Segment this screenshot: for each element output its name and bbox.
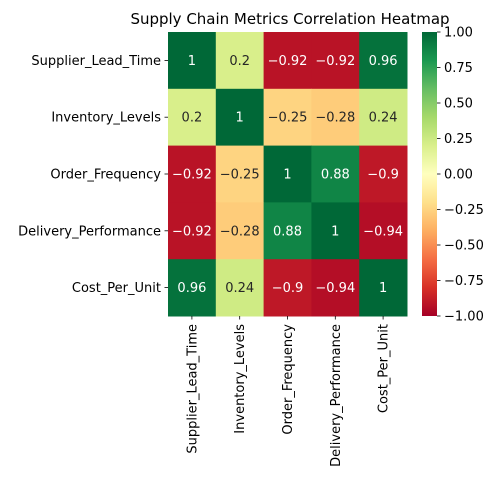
- heatmap-cell-4-1: [215, 259, 265, 317]
- heatmap-cell-2-1: [215, 145, 265, 203]
- heatmap-cell-0-4: [359, 32, 408, 90]
- cell-value-label: −0.28: [220, 224, 260, 239]
- colorbar: [422, 32, 437, 316]
- colorbar-tick-label: 0.75: [444, 61, 473, 76]
- cell-value-label: 0.2: [182, 111, 203, 126]
- heatmap-annotations: 1 0.2 −0.92 −0.92 0.96 0.2 1 −0.25 −0.28 0.24 −0.9…: [172, 54, 403, 296]
- heatmap-cell-4-2: [263, 259, 312, 317]
- cell-value-label: 0.88: [321, 168, 350, 183]
- cell-value-label: −0.25: [268, 111, 308, 126]
- heatmap-cell-0-1: [215, 32, 265, 90]
- heatmap-cell-3-4: [359, 202, 408, 260]
- heatmap-cell-4-3: [311, 259, 360, 317]
- cell-value-label: 0.88: [273, 224, 302, 239]
- heatmap-cell-0-3: [311, 32, 360, 90]
- cell-value-label: −0.9: [367, 168, 399, 183]
- column-label: Cost_Per_Unit: [377, 324, 392, 413]
- heatmap-cell-2-2: [263, 145, 312, 203]
- row-label: Cost_Per_Unit: [72, 281, 161, 296]
- heatmap-cell-1-4: [359, 88, 408, 147]
- row-label: Delivery_Performance: [18, 224, 161, 239]
- cell-value-label: 0.96: [177, 281, 206, 296]
- heatmap-cell-0-0: [168, 32, 217, 90]
- cell-value-label: 1: [331, 224, 339, 239]
- heatmap-cell-2-4: [359, 145, 408, 203]
- colorbar-tick-label: −0.75: [444, 274, 484, 289]
- heatmap-cell-4-4: [359, 259, 408, 317]
- cell-value-label: −0.28: [315, 111, 355, 126]
- column-label: Inventory_Levels: [233, 324, 248, 434]
- heatmap-cell-3-0: [168, 202, 217, 260]
- row-label: Supplier_Lead_Time: [31, 54, 161, 69]
- colorbar-gradient: [422, 32, 437, 316]
- column-label: Supplier_Lead_Time: [185, 324, 200, 454]
- cell-value-label: 1: [236, 111, 244, 126]
- heatmap-cell-2-0: [168, 145, 217, 203]
- row-labels: Supplier_Lead_Time Inventory_Levels Order_…: [18, 54, 168, 296]
- cell-value-label: −0.94: [315, 281, 355, 296]
- cell-value-label: 1: [379, 281, 387, 296]
- heatmap-cells: [168, 32, 408, 317]
- heatmap-cell-0-2: [263, 32, 312, 90]
- colorbar-tick-label: 1.00: [444, 26, 473, 41]
- heatmap-cell-2-3: [311, 145, 360, 203]
- cell-value-label: 0.24: [225, 281, 254, 296]
- cell-value-label: 0.24: [369, 111, 398, 126]
- cell-value-label: −0.92: [315, 54, 355, 69]
- heatmap-cell-4-0: [168, 259, 217, 317]
- heatmap-cell-1-3: [311, 88, 360, 147]
- heatmap-cell-1-2: [263, 88, 312, 147]
- colorbar-tick-label: 0.25: [444, 132, 473, 147]
- row-label: Order_Frequency: [50, 168, 161, 183]
- cell-value-label: −0.92: [172, 224, 212, 239]
- cell-value-label: −0.92: [172, 168, 212, 183]
- colorbar-tick-label: −1.00: [444, 310, 484, 325]
- heatmap-cell-1-0: [168, 88, 217, 147]
- cell-value-label: −0.92: [268, 54, 308, 69]
- heatmap-cell-1-1: [215, 88, 265, 147]
- column-label: Order_Frequency: [281, 324, 296, 435]
- cell-value-label: −0.25: [220, 168, 260, 183]
- cell-value-label: 0.2: [229, 54, 250, 69]
- cell-value-label: 1: [283, 168, 291, 183]
- column-labels: Supplier_Lead_Time Inventory_Levels Order_…: [185, 316, 392, 467]
- colorbar-tick-label: 0.00: [444, 168, 473, 183]
- colorbar-tick-label: 0.50: [444, 97, 473, 112]
- heatmap-cell-3-3: [311, 202, 360, 260]
- chart-title: Supply Chain Metrics Correlation Heatmap: [130, 10, 449, 28]
- cell-value-label: −0.9: [272, 281, 304, 296]
- cell-value-label: 1: [188, 54, 196, 69]
- cell-value-label: −0.94: [363, 224, 403, 239]
- cell-value-label: 0.96: [369, 54, 398, 69]
- colorbar-tick-label: −0.25: [444, 203, 484, 218]
- heatmap-cell-3-2: [263, 202, 312, 260]
- heatmap-cell-3-1: [215, 202, 265, 260]
- row-label: Inventory_Levels: [51, 111, 161, 126]
- colorbar-ticks: 1.00 0.75 0.50 0.25 0.00 −0.25 −0.50 −0.75 −1.00: [437, 26, 484, 325]
- colorbar-tick-label: −0.50: [444, 239, 484, 254]
- column-label: Delivery_Performance: [329, 324, 344, 467]
